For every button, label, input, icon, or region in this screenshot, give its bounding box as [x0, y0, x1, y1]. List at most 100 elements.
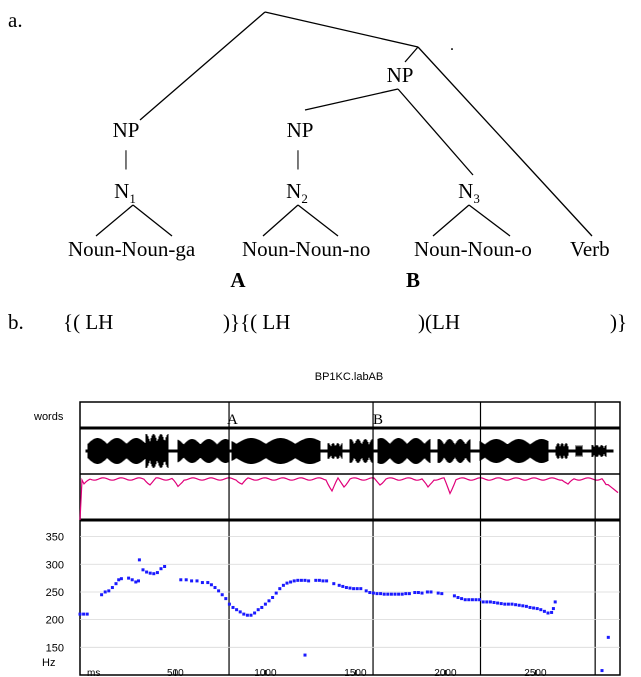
pitch-point	[303, 653, 307, 657]
node-np1: NP	[113, 118, 140, 142]
branch-np-n3	[397, 88, 474, 176]
pitch-point	[209, 583, 213, 587]
pitch-point	[253, 611, 257, 615]
pitch-point	[321, 579, 325, 583]
pitch-point	[238, 610, 242, 614]
x-tick-label: 1000	[254, 668, 277, 677]
pitch-point	[532, 606, 536, 610]
pitch-point	[485, 600, 489, 604]
pitch-point	[420, 591, 424, 595]
pitch-point	[407, 592, 411, 596]
pitch-point	[371, 591, 375, 595]
pitch-point	[184, 578, 188, 582]
pitch-point	[389, 592, 393, 596]
pitch-point	[314, 578, 318, 582]
y-tick-label: 300	[46, 559, 64, 571]
pitch-point	[278, 587, 282, 591]
node-n2-subscript: 2	[301, 191, 308, 206]
pitch-point	[296, 578, 300, 582]
mark-a: A	[230, 268, 246, 292]
pitch-point	[364, 589, 368, 593]
pitch-point	[506, 602, 510, 606]
node-np-top: NP	[387, 63, 414, 87]
pitch-point	[271, 596, 275, 599]
pitch-point	[119, 577, 123, 581]
pitch-point	[499, 602, 503, 606]
pitch-point	[299, 578, 303, 582]
mark-b: B	[406, 268, 420, 292]
pitch-point	[220, 593, 224, 597]
pitch-point	[535, 607, 539, 611]
pitch-point	[195, 579, 199, 583]
energy-contour	[79, 476, 619, 521]
word-2: Noun-Noun-no	[242, 237, 370, 261]
pitch-point	[141, 568, 145, 572]
pitch-point	[352, 587, 356, 591]
pitch-point	[440, 592, 444, 596]
pitch-point	[85, 612, 89, 616]
pitch-point	[235, 608, 239, 612]
pitch-point	[375, 592, 379, 596]
pitch-point	[488, 600, 492, 604]
node-n3-subscript: 3	[473, 191, 480, 206]
pitch-point	[82, 612, 86, 616]
x-tick-label: 1500	[344, 668, 367, 677]
pitch-point	[546, 611, 550, 615]
pitch-point	[386, 592, 390, 596]
pitch-point	[137, 579, 140, 583]
pitch-point	[127, 576, 131, 580]
boundary-label-b: B	[373, 412, 383, 428]
word-3: Noun-Noun-o	[414, 237, 532, 261]
pitch-point	[289, 580, 293, 584]
pitch-point	[429, 590, 433, 594]
node-n2: N2	[286, 179, 308, 206]
pitch-point	[190, 579, 194, 583]
pitch-point	[117, 578, 121, 582]
pitch-point	[397, 592, 401, 596]
syntax-tree-figure: a. . NP NP NP | | N1 N2 N3 Noun-Noun-ga …	[8, 8, 610, 292]
grid	[80, 536, 620, 648]
plot-frame	[79, 401, 621, 676]
pitch-point	[542, 609, 546, 613]
pitch-point	[348, 586, 352, 590]
boundary-lines	[228, 402, 596, 675]
pitch-point	[341, 584, 345, 588]
panel-a-label: a.	[8, 8, 23, 32]
pitch-point	[416, 591, 420, 595]
node-n3: N3	[458, 179, 480, 206]
pitch-point	[481, 600, 485, 604]
pitch-point	[478, 598, 482, 602]
pitch-point	[600, 669, 604, 673]
tree-branches	[95, 11, 593, 237]
y-tick-label: 150	[46, 642, 64, 654]
pitch-point	[510, 602, 514, 606]
pitch-point	[134, 580, 138, 584]
pitch-point	[159, 567, 163, 571]
branch-root-verb	[417, 46, 593, 237]
pitch-point	[213, 586, 217, 590]
branch-n3-right	[468, 204, 511, 237]
tone-segment-3: )(LH	[418, 310, 460, 334]
acoustic-figure: b. {( LH )}{( LH )(LH )} BP1KC.labAB wor…	[8, 310, 627, 677]
word-1: Noun-Noun-ga	[68, 237, 196, 261]
branch-n3-left	[432, 204, 470, 237]
tier-label-words: words	[33, 411, 64, 423]
pitch-point	[200, 581, 204, 585]
pitch-point	[114, 582, 118, 586]
pitch-point	[249, 613, 253, 617]
pitch-point	[325, 579, 329, 583]
pitch-point	[550, 610, 554, 614]
node-n1: N1	[114, 179, 136, 206]
y-unit-label: Hz	[42, 657, 55, 669]
pitch-point	[130, 578, 134, 582]
node-n1-subscript: 1	[129, 191, 136, 206]
pitch-point	[368, 591, 372, 595]
pitch-point	[553, 600, 557, 604]
branch-root-np1	[139, 11, 266, 121]
pitch-point	[303, 578, 307, 582]
waveform-signal	[85, 434, 614, 468]
figure-title: BP1KC.labAB	[315, 371, 383, 383]
pitch-point	[503, 602, 507, 606]
pitch-point	[393, 592, 397, 596]
axes: 150 200 250 300 350 500 1000 1500 2000 2500	[46, 532, 547, 677]
